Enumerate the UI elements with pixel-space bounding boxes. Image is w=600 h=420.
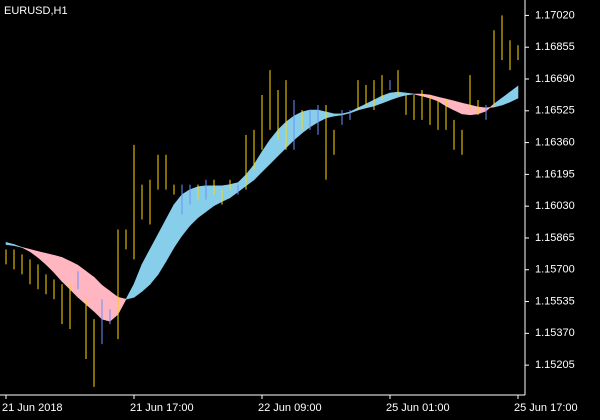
ma-band (101, 284, 111, 322)
ma-band (197, 185, 207, 219)
ma-band (509, 85, 519, 103)
ma-band (469, 104, 479, 116)
ma-band (77, 264, 87, 305)
chart-title: EURUSD,H1 (4, 5, 68, 17)
y-tick-label: 1.15535 (535, 295, 575, 307)
x-tick-label: 21 Jun 2018 (2, 402, 63, 414)
y-tick-label: 1.16690 (535, 73, 575, 85)
ma-band (85, 270, 95, 312)
ma-band (461, 102, 471, 116)
y-tick-label: 1.16030 (535, 200, 575, 212)
y-tick-label: 1.16855 (535, 41, 575, 53)
y-tick-label: 1.17020 (535, 9, 575, 21)
x-tick-label: 25 Jun 01:00 (386, 402, 450, 414)
x-tick-label: 21 Jun 17:00 (130, 402, 194, 414)
y-tick-label: 1.15865 (535, 232, 575, 244)
y-tick-label: 1.16195 (535, 168, 575, 180)
y-tick-label: 1.15205 (535, 359, 575, 371)
y-tick-label: 1.16525 (535, 105, 575, 117)
ma-band (13, 244, 23, 248)
x-tick-label: 22 Jun 09:00 (258, 402, 322, 414)
ma-band (405, 92, 415, 96)
x-tick-label: 25 Jun 17:00 (514, 402, 578, 414)
y-tick-label: 1.15370 (535, 327, 575, 339)
y-tick-label: 1.15700 (535, 264, 575, 276)
y-tick-label: 1.16360 (535, 136, 575, 148)
